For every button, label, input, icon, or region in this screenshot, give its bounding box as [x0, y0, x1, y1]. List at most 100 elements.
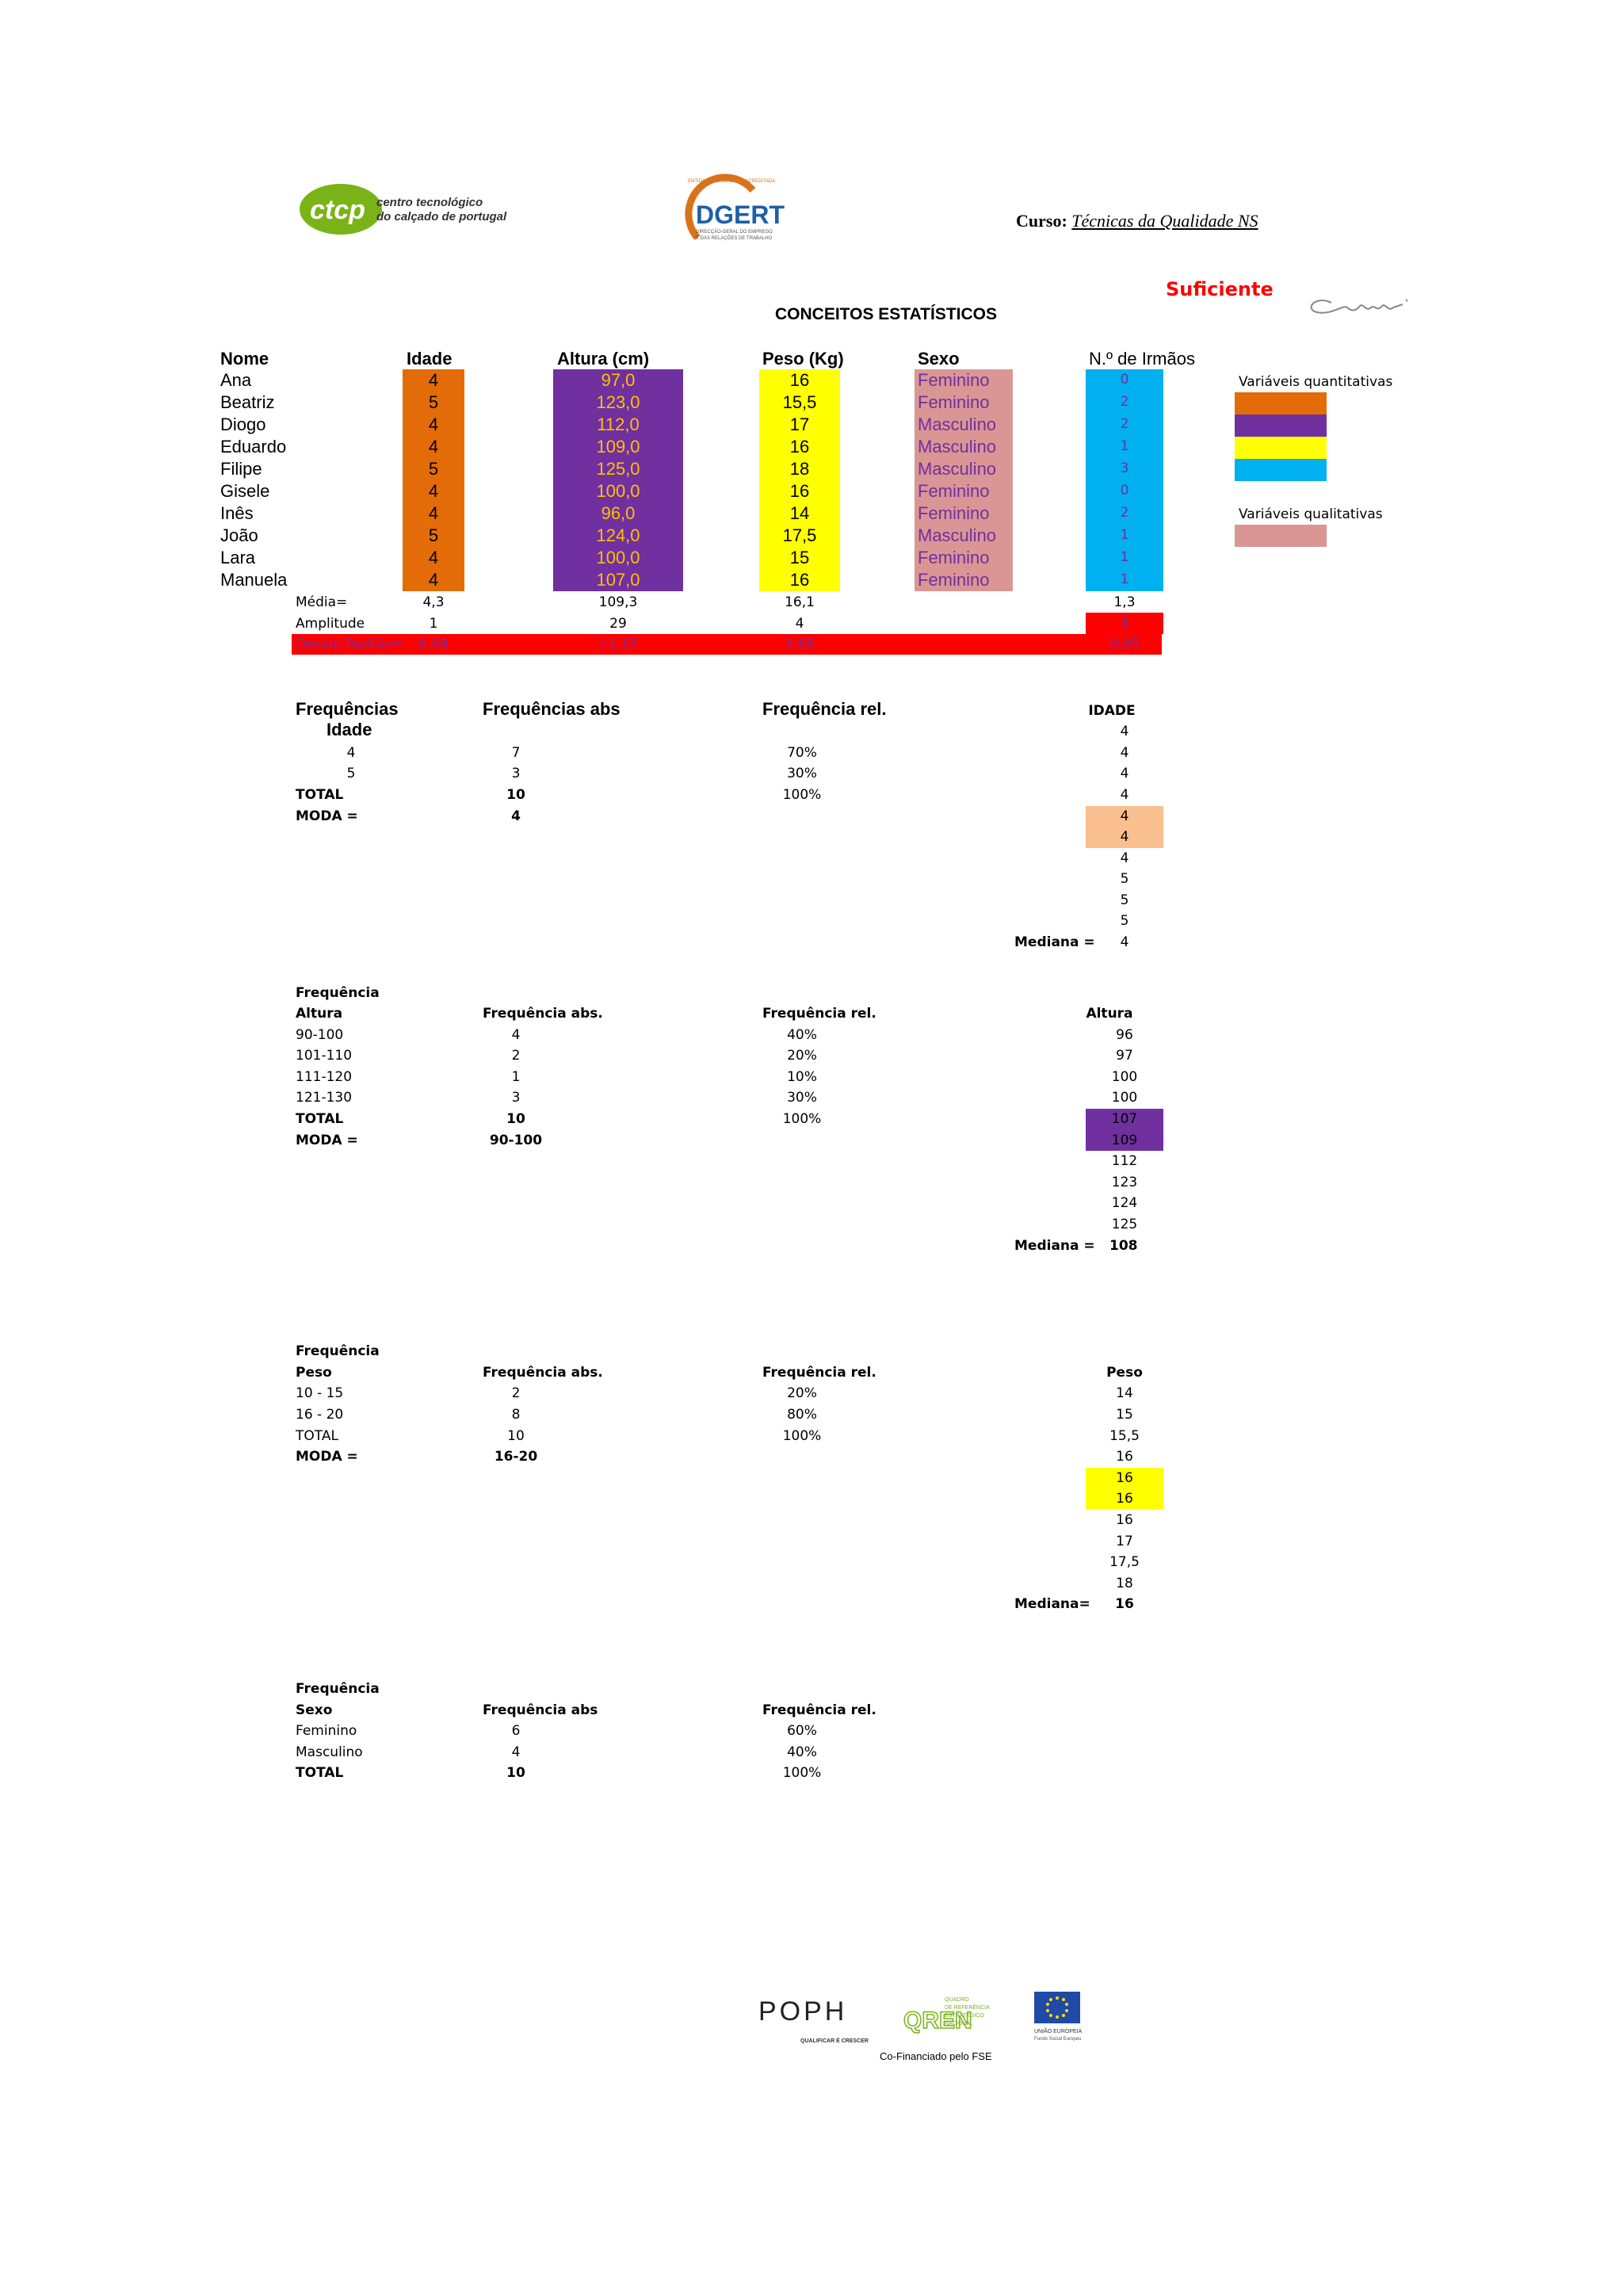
cell-irmaos: 2 — [1120, 505, 1129, 521]
poph-logo-graphic: POPH QUALIFICAR É CRESCER — [758, 1996, 869, 2044]
col-header-peso: Peso (Kg) — [762, 349, 844, 369]
ctcp-logo-line1: centro tecnológico — [376, 196, 483, 209]
freq-peso-rel: 20% — [787, 1385, 817, 1401]
poph-logo-sub: QUALIFICAR É CRESCER — [800, 2037, 869, 2044]
freq-altura-h2: Frequência abs. — [483, 1006, 603, 1022]
cell-idade: 4 — [428, 570, 439, 590]
freq-altura-rel: 30% — [787, 1090, 817, 1106]
cell-irmaos: 0 — [1120, 483, 1129, 499]
peso-mediana-label: Mediana= — [1014, 1596, 1090, 1612]
cell-idade: 4 — [428, 548, 439, 567]
idade-sorted-item: 5 — [1120, 913, 1129, 929]
cell-peso: 15 — [789, 548, 810, 567]
freq-idade-moda-value: 4 — [511, 808, 521, 824]
freq-idade-val: 4 — [346, 745, 356, 761]
grade: Suficiente — [1166, 278, 1274, 300]
freq-altura-total-label: TOTAL — [296, 1111, 344, 1127]
cell-sexo: Feminino — [918, 548, 990, 567]
summary-label-desvio: Desvio Padrão= — [296, 636, 403, 652]
cell-sexo: Masculino — [918, 415, 997, 434]
freq-idade-val: 5 — [346, 766, 356, 781]
peso-sorted-item: 17,5 — [1109, 1554, 1140, 1570]
freq-altura-class: 111-120 — [296, 1069, 353, 1085]
legend-quant-label: Variáveis quantitativas — [1239, 374, 1393, 390]
freq-altura-abs: 3 — [511, 1090, 521, 1106]
idade-sorted-item: 4 — [1120, 808, 1129, 824]
dgert-logo: ENTIDADE FORMADORA ACREDITADA DGERT DIRE… — [666, 166, 800, 250]
freq-idade-moda-label: MODA = — [296, 808, 358, 824]
idade-mediana-value: 4 — [1120, 934, 1129, 950]
cell-altura: 124,0 — [596, 525, 640, 545]
idade-median-highlight — [1086, 806, 1163, 848]
cell-altura: 125,0 — [596, 459, 640, 479]
peso-sorted-item: 17 — [1116, 1534, 1133, 1549]
freq-peso-moda-label: MODA = — [296, 1449, 358, 1465]
idade-sorted-item: 4 — [1120, 787, 1129, 803]
freq-sexo-rel: 60% — [787, 1723, 817, 1739]
band-desvio — [292, 634, 1162, 655]
peso-sorted-item: 15,5 — [1109, 1428, 1140, 1444]
freq-altura-total-abs: 10 — [506, 1111, 525, 1127]
freq-altura-moda-label: MODA = — [296, 1133, 358, 1148]
idade-mediana-label: Mediana = — [1014, 934, 1095, 950]
altura-sorted-header: Altura — [1086, 1006, 1133, 1022]
freq-altura-class: 101-110 — [296, 1048, 353, 1064]
cell-sexo: Feminino — [918, 481, 990, 501]
freq-sexo-class: Masculino — [296, 1744, 363, 1760]
summary-media-peso: 16,1 — [785, 594, 815, 610]
dgert-logo-graphic: ENTIDADE FORMADORA ACREDITADA DGERT DIRE… — [685, 174, 785, 241]
cell-idade: 4 — [428, 503, 439, 523]
freq-sexo-h0: Frequência — [296, 1681, 380, 1697]
peso-sorted-item: 16 — [1116, 1470, 1133, 1486]
eu-logo-l2: Fundo Social Europeu — [1034, 2037, 1081, 2042]
qren-logo: QREN QUADRO DE REFERÊNCIA ESTRATÉGICO NA… — [903, 1985, 1014, 2049]
cell-peso: 16 — [789, 370, 810, 390]
peso-sorted-item: 15 — [1116, 1407, 1133, 1423]
eu-logo: UNIÃO EUROPEIA Fundo Social Europeu — [1030, 1985, 1102, 2049]
cell-peso: 16 — [789, 437, 810, 457]
freq-peso-h2: Frequência abs. — [483, 1365, 603, 1381]
col-header-idade: Idade — [407, 349, 453, 369]
cell-idade: 5 — [428, 525, 439, 545]
cell-peso: 16 — [789, 481, 810, 501]
band-idade — [403, 369, 464, 591]
cell-peso: 15,5 — [782, 392, 817, 412]
altura-sorted-item: 100 — [1111, 1090, 1138, 1106]
cell-sexo: Masculino — [918, 437, 997, 457]
summary-label-amplitude: Amplitude — [296, 616, 365, 632]
signature — [1300, 285, 1434, 325]
cell-irmaos: 1 — [1120, 549, 1129, 565]
altura-mediana-value: 108 — [1109, 1238, 1138, 1254]
cell-nome: Beatriz — [220, 392, 275, 412]
ctcp-logo-line2: do calçado de portugal — [376, 210, 507, 223]
cell-altura: 100,0 — [596, 481, 640, 501]
altura-sorted-item: 100 — [1111, 1069, 1138, 1085]
cell-altura: 123,0 — [596, 392, 640, 412]
cell-idade: 4 — [428, 437, 439, 457]
cell-irmaos: 1 — [1120, 571, 1129, 587]
poph-logo: POPH QUALIFICAR É CRESCER — [757, 1985, 876, 2049]
cell-irmaos: 2 — [1120, 416, 1129, 432]
cell-irmaos: 3 — [1120, 460, 1129, 476]
poph-logo-mark: POPH — [758, 1996, 847, 2027]
freq-altura-moda-value: 90-100 — [489, 1133, 543, 1148]
summary-desvio-idade: 0,48 — [418, 636, 449, 652]
summary-media-idade: 4,3 — [422, 594, 445, 610]
summary-desvio-peso: 3,65 — [785, 636, 815, 652]
legend-swatch-peso — [1235, 437, 1327, 459]
freq-peso-h1: Peso — [296, 1365, 332, 1381]
summary-media-altura: 109,3 — [598, 594, 638, 610]
summary-amplitude-irmaos: 3 — [1120, 616, 1129, 632]
cell-altura: 96,0 — [601, 503, 636, 523]
legend-swatch-idade — [1235, 392, 1327, 415]
band-peso — [759, 369, 840, 591]
summary-desvio-altura: 11,37 — [598, 636, 638, 652]
band-irmaos — [1086, 369, 1163, 591]
freq-altura-h0: Frequência — [296, 985, 380, 1001]
cell-irmaos: 1 — [1120, 438, 1129, 454]
idade-sorted-item: 4 — [1120, 766, 1129, 781]
peso-sorted-item: 14 — [1116, 1385, 1133, 1401]
altura-sorted-item: 125 — [1111, 1217, 1138, 1232]
cell-idade: 5 — [428, 459, 439, 479]
freq-altura-abs: 2 — [511, 1048, 521, 1064]
